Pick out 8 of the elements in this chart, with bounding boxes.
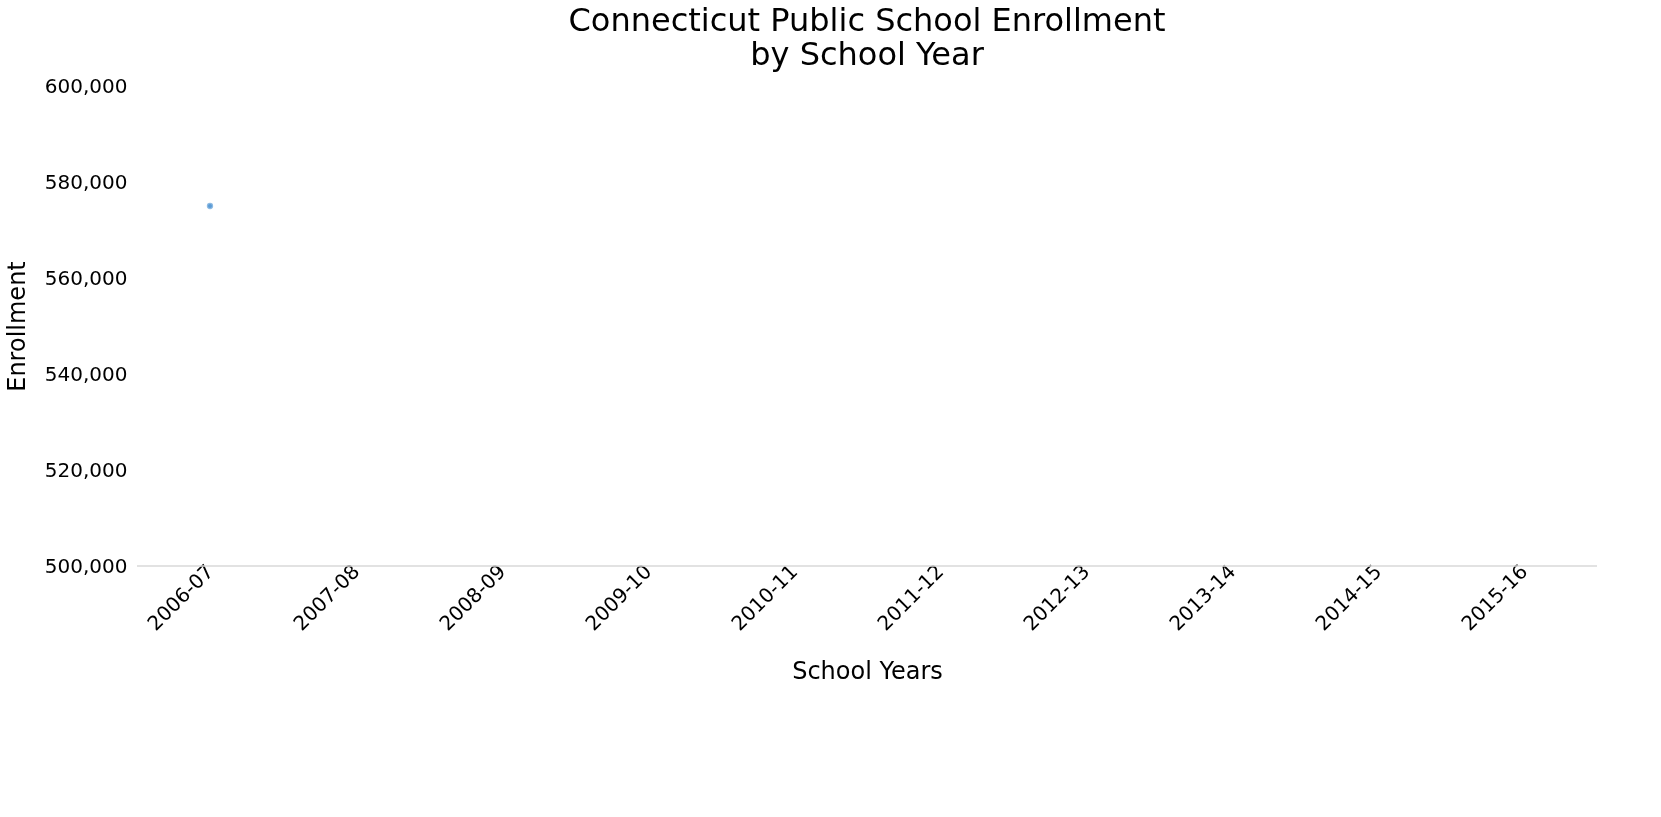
x-axis-title: School Years: [792, 656, 943, 685]
y-tick-label: 500,000: [44, 553, 128, 578]
y-tick-label: 600,000: [44, 73, 128, 98]
y-tick-label: 580,000: [44, 169, 128, 194]
y-tick-label: 520,000: [44, 457, 128, 482]
y-tick-label: 560,000: [44, 265, 128, 290]
y-tick-label: 540,000: [44, 361, 128, 386]
y-axis-title: Enrollment: [2, 261, 31, 392]
